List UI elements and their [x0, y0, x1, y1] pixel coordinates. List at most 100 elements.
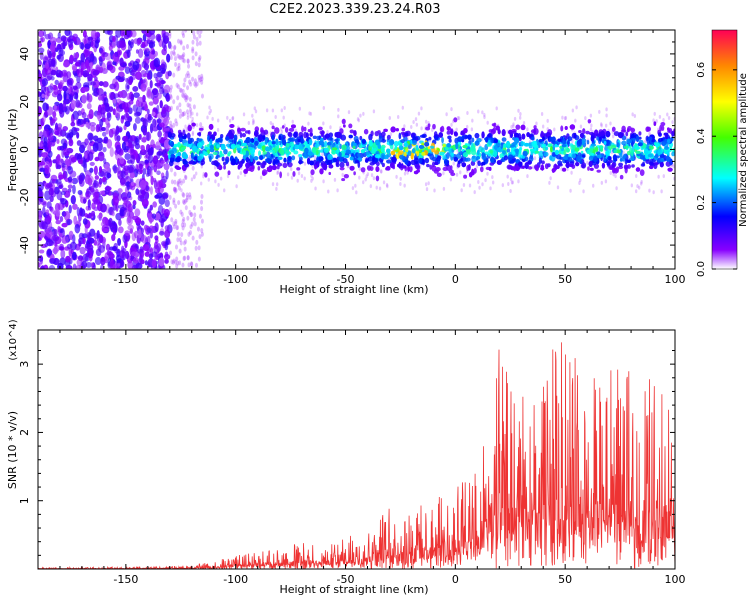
- spectrogram-cell: [106, 250, 112, 256]
- spectrogram-cell: [104, 30, 111, 35]
- spectrogram-cell: [139, 179, 147, 190]
- spectrogram-cell: [639, 169, 645, 177]
- spectrogram-cell: [385, 166, 391, 171]
- spectrogram-cell: [318, 156, 324, 162]
- spectrogram-cell: [245, 136, 251, 144]
- snr-frame: [37, 329, 676, 570]
- spectrogram-cell: [91, 210, 96, 217]
- spectrogram-cell: [275, 186, 278, 191]
- spectrogram-cell: [150, 175, 154, 186]
- y-tick-label: 20: [18, 95, 31, 109]
- spectrogram-cell: [132, 247, 138, 253]
- spectrogram-cell: [81, 111, 87, 119]
- spectrogram-cell: [97, 151, 105, 162]
- spectrogram-cell: [40, 264, 45, 269]
- spectrogram-cell: [630, 149, 634, 157]
- spectrogram-cell: [434, 161, 439, 166]
- spectrogram-cell: [175, 263, 179, 269]
- spectrogram-cell: [144, 103, 148, 112]
- spectrogram-cell: [607, 155, 612, 161]
- spectrogram-cell: [445, 112, 448, 117]
- spectrogram-cell: [439, 151, 445, 156]
- spectrogram-cell: [502, 150, 507, 155]
- spectrogram-cell: [42, 114, 46, 123]
- spectrogram-cell: [172, 122, 176, 128]
- spectrogram-cell: [93, 199, 101, 205]
- x-tick-label: -150: [113, 573, 138, 586]
- spectrogram-cell: [78, 240, 82, 247]
- spectrogram-cell: [181, 88, 185, 94]
- spectrogram-cell: [592, 155, 598, 163]
- spectrogram-cell: [515, 148, 519, 154]
- spectrogram-cell: [134, 230, 139, 239]
- spectrogram-cell: [425, 126, 431, 131]
- spectrogram-cell: [249, 162, 254, 166]
- spectrogram-cell: [153, 72, 158, 79]
- spectrogram-cell: [186, 58, 190, 64]
- spectrogram-cell: [144, 49, 148, 56]
- spectrogram-cell: [56, 54, 61, 60]
- spectrogram-cell: [172, 200, 176, 206]
- spectrogram-cell: [190, 152, 194, 159]
- spectrogram-cell: [181, 111, 185, 117]
- spectrogram-cell: [39, 190, 44, 199]
- spectrogram-cell: [667, 115, 671, 120]
- spectrogram-cell: [186, 102, 190, 108]
- spectrogram-cell: [292, 170, 296, 177]
- spectrogram-cell: [194, 82, 198, 88]
- spectrogram-cell: [72, 65, 78, 72]
- spectrogram-cell: [100, 264, 104, 269]
- spectrogram-cell: [664, 145, 669, 150]
- spectrogram-cell: [196, 142, 203, 149]
- spectrogram-cell: [518, 161, 523, 167]
- spectrogram-cell: [75, 264, 83, 269]
- spectrogram-cell: [460, 157, 464, 162]
- spectrogram-cell: [667, 138, 671, 144]
- spectrogram-cell: [481, 110, 484, 115]
- spectrogram-cell: [526, 132, 531, 138]
- spectrogram-cell: [214, 179, 217, 184]
- spectrogram-cell: [161, 193, 169, 200]
- spectrogram-cell: [198, 40, 202, 46]
- spectrogram-cell: [147, 154, 154, 164]
- spectrogram-cell: [567, 156, 573, 162]
- spectrogram-cell: [178, 113, 182, 119]
- spectrogram-cell: [86, 102, 92, 110]
- spectrogram-cell: [358, 175, 361, 180]
- spectrogram-cell: [111, 245, 118, 252]
- spectrogram-cell: [60, 158, 64, 164]
- spectrogram-cell: [453, 117, 458, 123]
- spectrogram-cell: [80, 141, 87, 149]
- spectrogram-cell: [216, 118, 220, 123]
- spectrogram-cell: [283, 105, 286, 110]
- spectrogram-cell: [564, 125, 568, 130]
- spectrogram-cell: [183, 92, 187, 98]
- spectrogram-cell: [82, 236, 86, 245]
- spectrogram-cell: [348, 123, 353, 129]
- spectrogram-cell: [245, 162, 251, 169]
- spectrogram-cell: [173, 186, 177, 192]
- spectrogram-cell: [90, 81, 96, 86]
- spectrogram-cell: [474, 140, 480, 146]
- spectrogram-cell: [130, 39, 135, 45]
- spectrogram-cell: [432, 123, 436, 130]
- spectrogram-cell: [112, 98, 117, 104]
- spectrogram-cell: [209, 148, 215, 153]
- spectrogram-cell: [100, 203, 107, 213]
- spectrogram-cell: [578, 129, 582, 134]
- spectrogram-cell: [174, 221, 178, 227]
- spectrogram-cell: [115, 75, 122, 80]
- spectrogram-cell: [47, 58, 55, 67]
- spectrogram-cell: [389, 132, 393, 137]
- spectrogram-cell: [89, 185, 95, 193]
- spectrogram-cell: [380, 152, 386, 160]
- snr-data: [38, 342, 675, 569]
- spectrogram-cell: [117, 188, 123, 194]
- spectrogram-cell: [380, 169, 383, 174]
- spectrogram-cell: [548, 180, 551, 185]
- spectrogram-cell: [540, 164, 544, 171]
- spectrogram-cell: [247, 142, 254, 148]
- spectrogram-cell: [360, 167, 366, 173]
- spectrogram-cell: [169, 44, 173, 50]
- spectrogram-cell: [429, 145, 435, 149]
